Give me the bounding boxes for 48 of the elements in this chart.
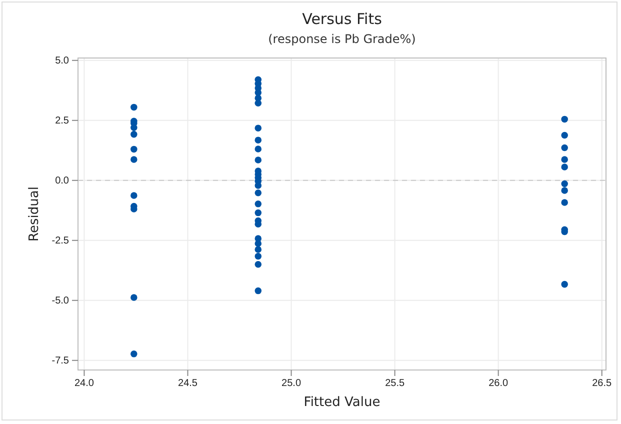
point [130,192,138,199]
x-tick-label: 24.0 [74,378,94,390]
point [561,180,568,188]
point [254,261,262,268]
point [254,190,262,196]
point [254,146,262,152]
point [130,156,138,163]
point [130,146,138,153]
point [130,350,138,358]
x-axis-title: Fitted Value [304,395,380,410]
x-tick-label: 25.5 [385,378,405,390]
point [254,252,262,260]
point [561,199,568,206]
point [130,124,138,131]
point [130,104,138,111]
y-axis-title: Residual [27,186,42,242]
y-tick-label: -5.0 [52,296,70,307]
point [254,124,262,132]
point [254,240,262,247]
point [254,287,262,294]
point [561,144,568,152]
y-tick-label: -7.5 [52,356,70,367]
point [254,136,262,144]
point [254,156,262,164]
point [130,130,138,138]
x-tick-label: 26.0 [488,378,508,390]
x-tick-label: 25.0 [282,378,302,390]
point [254,209,262,216]
point [254,182,262,189]
chart-title: Versus Fits [302,10,382,28]
point [561,187,568,194]
x-tick-label: 26.5 [592,378,612,390]
y-tick-label: 5.0 [55,56,70,67]
point [561,280,568,288]
chart-subtitle: (response is Pb Grade%) [268,32,416,46]
y-tick-label: -2.5 [52,236,70,247]
point [254,100,262,106]
y-tick-label: 2.5 [55,116,70,127]
point [254,89,262,96]
x-tick-label: 24.5 [178,378,198,390]
point [561,116,568,123]
point [254,200,262,208]
point [561,164,568,170]
point [130,294,138,301]
y-tick-label: 0.0 [55,176,70,187]
point [254,246,262,253]
point [561,132,568,139]
point [561,156,568,163]
